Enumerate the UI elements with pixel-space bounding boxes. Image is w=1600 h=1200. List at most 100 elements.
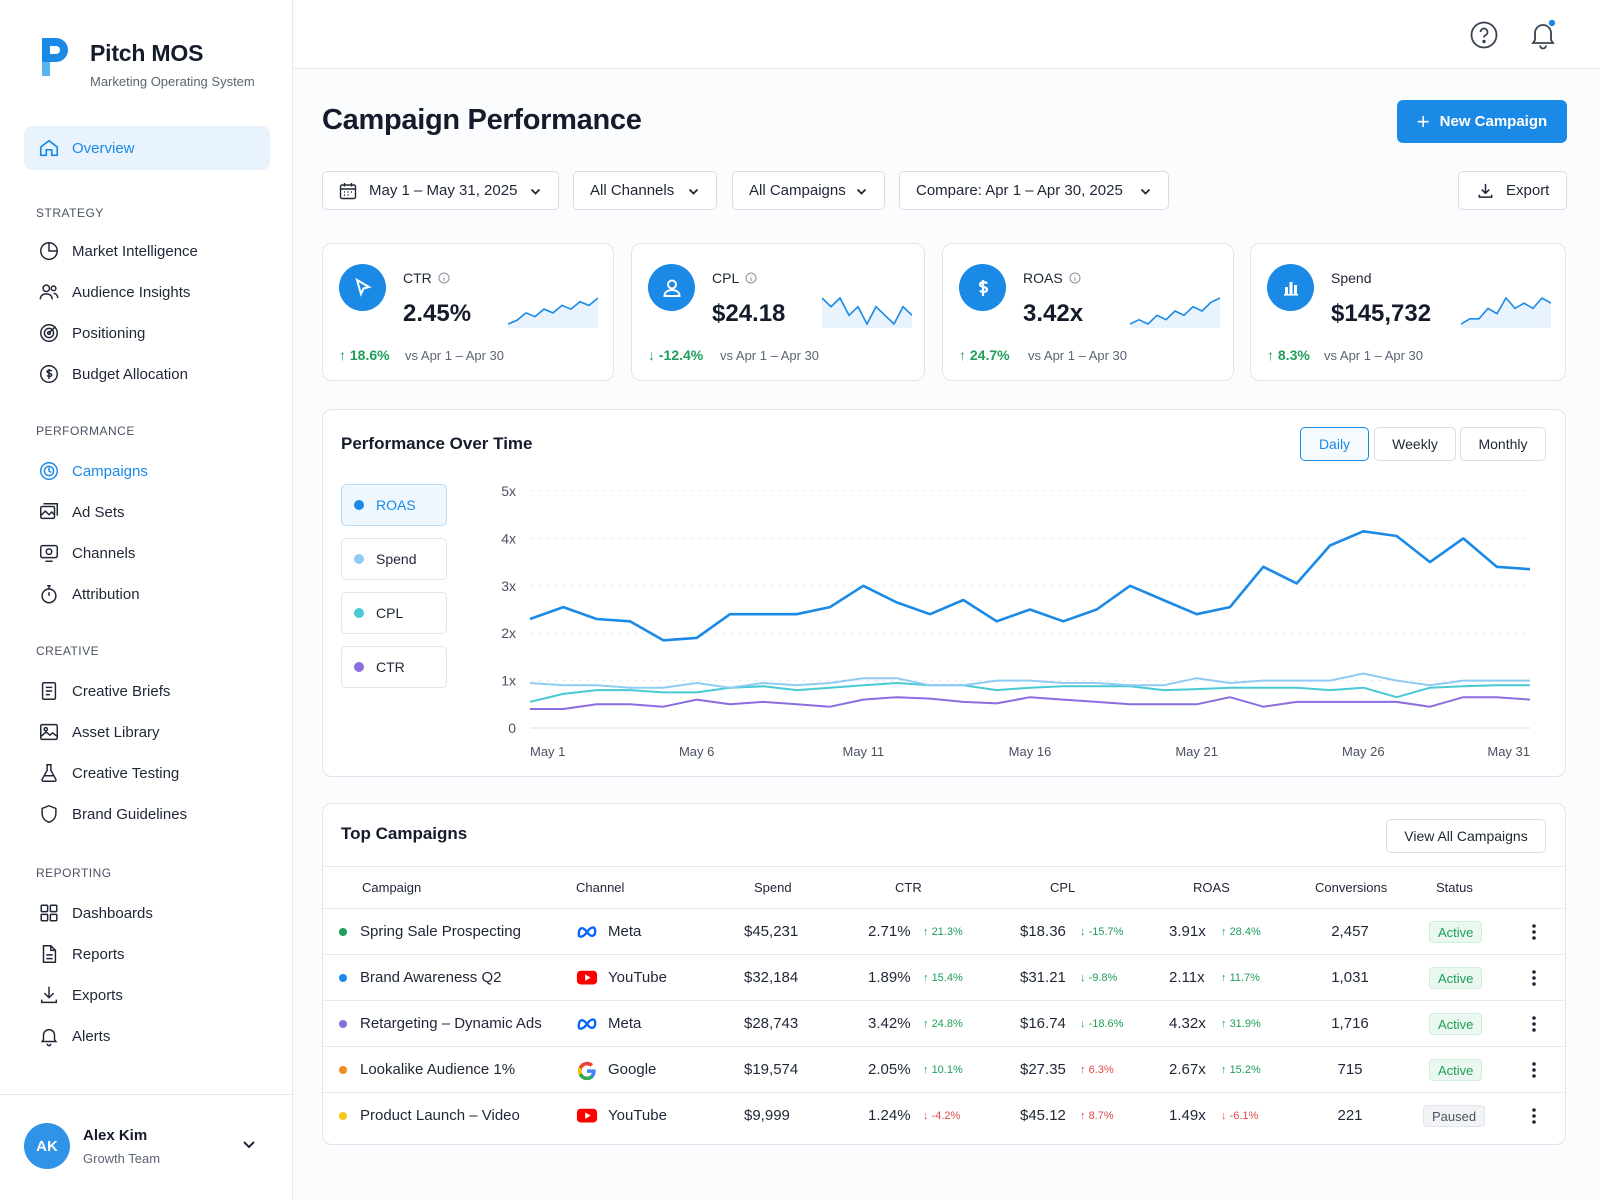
sidebar-item-label: Alerts [72, 1027, 111, 1045]
sidebar-item-creative-testing[interactable]: Creative Testing [24, 751, 270, 795]
column-header-roas[interactable]: ROAS [1193, 880, 1230, 895]
sidebar-item-label: Reports [72, 945, 125, 963]
sidebar-item-asset-library[interactable]: Asset Library [24, 710, 270, 754]
notification-bell-icon[interactable] [1527, 18, 1559, 50]
column-header-conversions[interactable]: Conversions [1315, 880, 1388, 895]
sparkline-line [508, 297, 598, 325]
sidebar-item-ad-sets[interactable]: Ad Sets [24, 490, 270, 534]
column-header-spend[interactable]: Spend [754, 880, 792, 895]
image-icon [40, 723, 58, 741]
campaign-name[interactable]: Brand Awareness Q2 [360, 969, 502, 986]
legend-toggle-spend[interactable]: Spend [341, 538, 447, 580]
column-header-campaign[interactable]: Campaign [362, 880, 422, 895]
column-header-cpl[interactable]: CPL [1050, 880, 1076, 895]
sidebar-item-positioning[interactable]: Positioning [24, 311, 270, 355]
kpi-card-cpl[interactable]: CPL $24.18 ↓ -12.4% vs Apr 1 – Apr 30 [631, 243, 925, 381]
table-row[interactable]: Retargeting – Dynamic Ads Meta $28,743 3.42… [323, 1000, 1564, 1046]
kpi-card-ctr[interactable]: CTR 2.45% ↑ 18.6% vs Apr 1 – Apr 30 [322, 243, 614, 381]
channels-value: All Channels [590, 182, 675, 199]
table-row[interactable]: Product Launch – Video YouTube $9,999 1.24%… [323, 1092, 1564, 1138]
cpl-delta: ↑ 6.3% [1080, 1064, 1114, 1076]
tab-monthly[interactable]: Monthly [1460, 427, 1546, 461]
calendar-icon [339, 182, 357, 199]
sidebar-item-creative-briefs[interactable]: Creative Briefs [24, 669, 270, 713]
table-row[interactable]: Spring Sale Prospecting Meta $45,231 2.71% ↑… [323, 908, 1564, 954]
info-icon[interactable] [1069, 272, 1081, 284]
table-row[interactable]: Lookalike Audience 1% Google $19,574 2.05% ↑… [323, 1046, 1564, 1092]
delta-arrow-icon: ↑ [923, 926, 929, 938]
legend-dot [354, 500, 364, 510]
more-options-icon[interactable] [1531, 968, 1537, 988]
table-row[interactable]: Brand Awareness Q2 YouTube $32,184 1.89% ↑ 1… [323, 954, 1564, 1000]
kpi-compare: vs Apr 1 – Apr 30 [720, 348, 820, 363]
kpi-value: $145,732 [1331, 300, 1432, 327]
tab-weekly[interactable]: Weekly [1374, 427, 1456, 461]
help-icon[interactable] [1469, 20, 1499, 50]
column-header-status[interactable]: Status [1436, 880, 1473, 895]
legend-toggle-ctr[interactable]: CTR [341, 646, 447, 688]
kpi-label: ROAS [1023, 270, 1063, 286]
chevron-down-icon[interactable] [240, 1135, 258, 1153]
user-menu[interactable]: AK Alex Kim Growth Team [0, 1094, 293, 1200]
more-options-icon[interactable] [1531, 922, 1537, 942]
delta-arrow-icon: ↑ [1221, 1018, 1227, 1030]
sidebar-item-brand-guidelines[interactable]: Brand Guidelines [24, 792, 270, 836]
channels-select[interactable]: All Channels [573, 171, 717, 210]
kpi-delta: ↑ 24.7% [959, 347, 1010, 363]
campaigns-select[interactable]: All Campaigns [732, 171, 885, 210]
sidebar-item-overview[interactable]: Overview [24, 126, 270, 170]
new-campaign-button[interactable]: + New Campaign [1397, 100, 1567, 143]
tab-daily[interactable]: Daily [1300, 427, 1369, 461]
campaign-name[interactable]: Product Launch – Video [360, 1107, 520, 1124]
sparkline-area [1461, 298, 1551, 328]
download-icon [40, 986, 58, 1004]
view-all-campaigns-button[interactable]: View All Campaigns [1386, 819, 1546, 853]
date-range-select[interactable]: May 1 – May 31, 2025 [322, 171, 559, 210]
legend-toggle-cpl[interactable]: CPL [341, 592, 447, 634]
more-options-icon[interactable] [1531, 1106, 1537, 1126]
sidebar-item-label: Creative Briefs [72, 682, 171, 700]
kpi-sparkline [1130, 297, 1220, 328]
sidebar-item-alerts[interactable]: Alerts [24, 1014, 270, 1058]
sidebar-item-attribution[interactable]: Attribution [24, 572, 270, 616]
delta-arrow-icon: ↑ [1080, 1064, 1086, 1076]
status-badge: Active [1429, 1059, 1483, 1081]
kpi-card-spend[interactable]: Spend $145,732 ↑ 8.3% vs Apr 1 – Apr 30 [1250, 243, 1566, 381]
sidebar-item-channels[interactable]: Channels [24, 531, 270, 575]
info-icon[interactable] [438, 272, 450, 284]
section-label-creative: CREATIVE [36, 644, 100, 658]
sidebar-item-exports[interactable]: Exports [24, 973, 270, 1017]
conversions-value: 715 [1337, 1061, 1363, 1078]
export-button[interactable]: Export [1458, 171, 1567, 210]
flask-icon [41, 764, 57, 782]
more-options-icon[interactable] [1531, 1060, 1537, 1080]
legend-label: Spend [376, 551, 417, 567]
legend-label: CTR [376, 659, 405, 675]
column-header-ctr[interactable]: CTR [895, 880, 922, 895]
sidebar-item-campaigns[interactable]: Campaigns [24, 449, 270, 493]
x-tick-label: May 31 [1487, 744, 1530, 759]
ctr-value: 1.89% [868, 969, 911, 986]
y-tick-label: 4x [501, 530, 516, 546]
compare-select[interactable]: Compare: Apr 1 – Apr 30, 2025 [899, 171, 1169, 210]
campaign-name[interactable]: Lookalike Audience 1% [360, 1061, 516, 1078]
more-options-icon[interactable] [1531, 1014, 1537, 1034]
roas-delta: ↑ 28.4% [1221, 926, 1261, 938]
info-icon[interactable] [745, 272, 757, 284]
kpi-card-roas[interactable]: ROAS 3.42x ↑ 24.7% vs Apr 1 – Apr 30 [942, 243, 1234, 381]
sidebar-item-reports[interactable]: Reports [24, 932, 270, 976]
sidebar-item-budget-allocation[interactable]: Budget Allocation [24, 352, 270, 396]
campaign-name[interactable]: Spring Sale Prospecting [360, 923, 521, 940]
brand[interactable]: Pitch MOS Marketing Operating System [38, 34, 255, 89]
campaign-name[interactable]: Retargeting – Dynamic Ads [360, 1015, 542, 1032]
legend-toggle-roas[interactable]: ROAS [341, 484, 447, 526]
arrow-up-icon: ↑ [1267, 347, 1274, 363]
youtube-icon [576, 1106, 598, 1126]
pie-chart-icon [40, 242, 58, 260]
sidebar-item-audience-insights[interactable]: Audience Insights [24, 270, 270, 314]
sidebar-item-market-intelligence[interactable]: Market Intelligence [24, 229, 270, 273]
new-campaign-label: New Campaign [1439, 113, 1548, 130]
column-header-channel[interactable]: Channel [576, 880, 625, 895]
bell-icon [40, 1028, 58, 1047]
sidebar-item-dashboards[interactable]: Dashboards [24, 891, 270, 935]
